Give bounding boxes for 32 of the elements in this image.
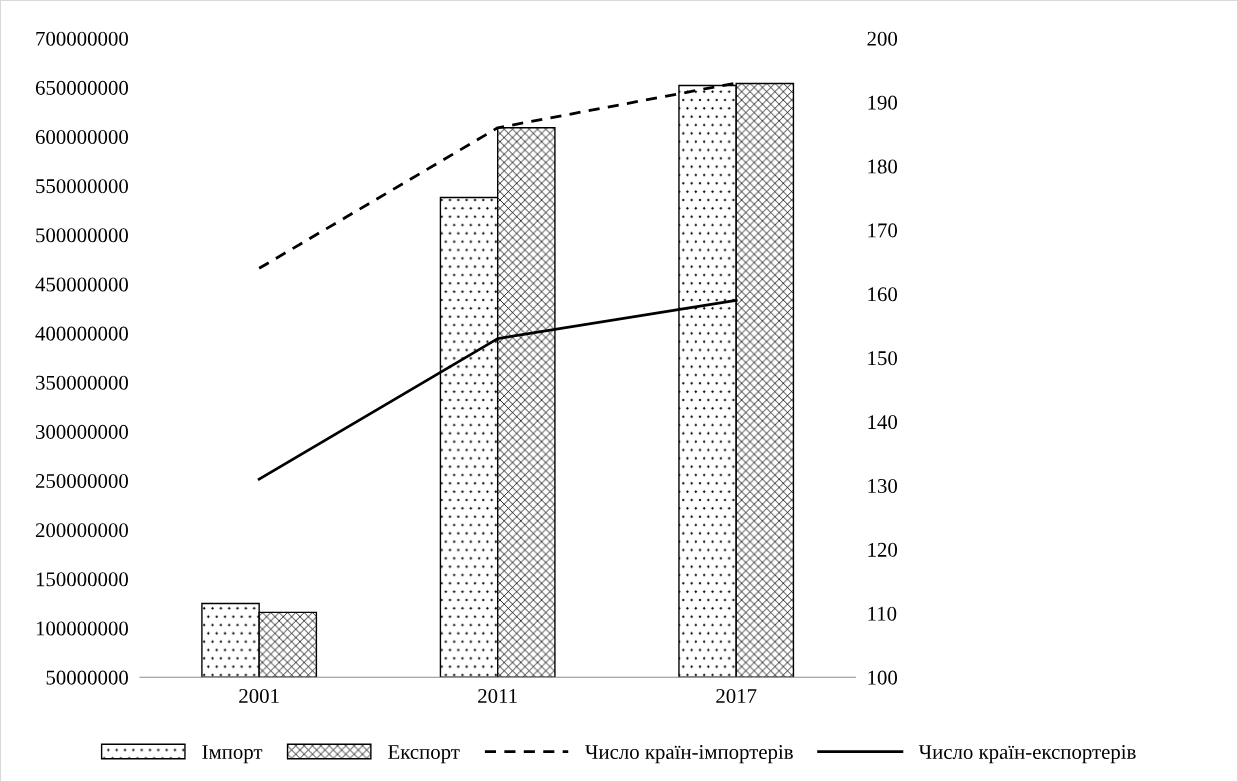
legend-label: Імпорт — [202, 745, 263, 764]
y2-tick-label: 130 — [868, 478, 898, 493]
y-tick-label: 400000000 — [35, 326, 128, 341]
x-tick-label: 2001 — [239, 688, 279, 703]
y2-tick-label: 170 — [868, 223, 898, 238]
y-tick-label: 550000000 — [36, 179, 128, 194]
y2-tick-label: 200 — [867, 31, 898, 46]
y-tick-label: 450000000 — [35, 277, 128, 292]
y-tick-label: 350000000 — [36, 375, 128, 390]
y-tick-label: 100000000 — [36, 621, 128, 636]
y2-tick-label: 110 — [868, 606, 897, 621]
y-tick-label: 150000000 — [36, 572, 128, 587]
y-tick-label: 650000000 — [35, 80, 128, 95]
y2-tick-label: 120 — [868, 542, 898, 557]
legend-label: Експорт — [388, 745, 460, 764]
y2-tick-label: 180 — [868, 159, 898, 174]
y2-tick-label: 190 — [868, 95, 898, 110]
y-tick-label: 500000000 — [36, 228, 128, 243]
y-tick-label: 50000000 — [46, 670, 128, 685]
legend-label: Число країн-експортерів — [918, 745, 1136, 764]
y-tick-label: 600000000 — [35, 129, 128, 145]
y-tick-label: 250000000 — [35, 474, 128, 489]
y2-tick-label: 140 — [868, 415, 898, 430]
x-tick-label: 2011 — [478, 688, 517, 703]
y-tick-label: 700000000 — [36, 31, 128, 46]
y-tick-label: 300000000 — [36, 424, 128, 439]
legend-label: Число країн-імпортерів — [585, 745, 793, 764]
y2-tick-label: 100 — [868, 670, 898, 685]
x-tick-label: 2017 — [716, 688, 757, 703]
y-tick-label: 200000000 — [35, 523, 128, 538]
y2-tick-label: 150 — [868, 351, 898, 366]
y2-tick-label: 160 — [868, 287, 898, 302]
